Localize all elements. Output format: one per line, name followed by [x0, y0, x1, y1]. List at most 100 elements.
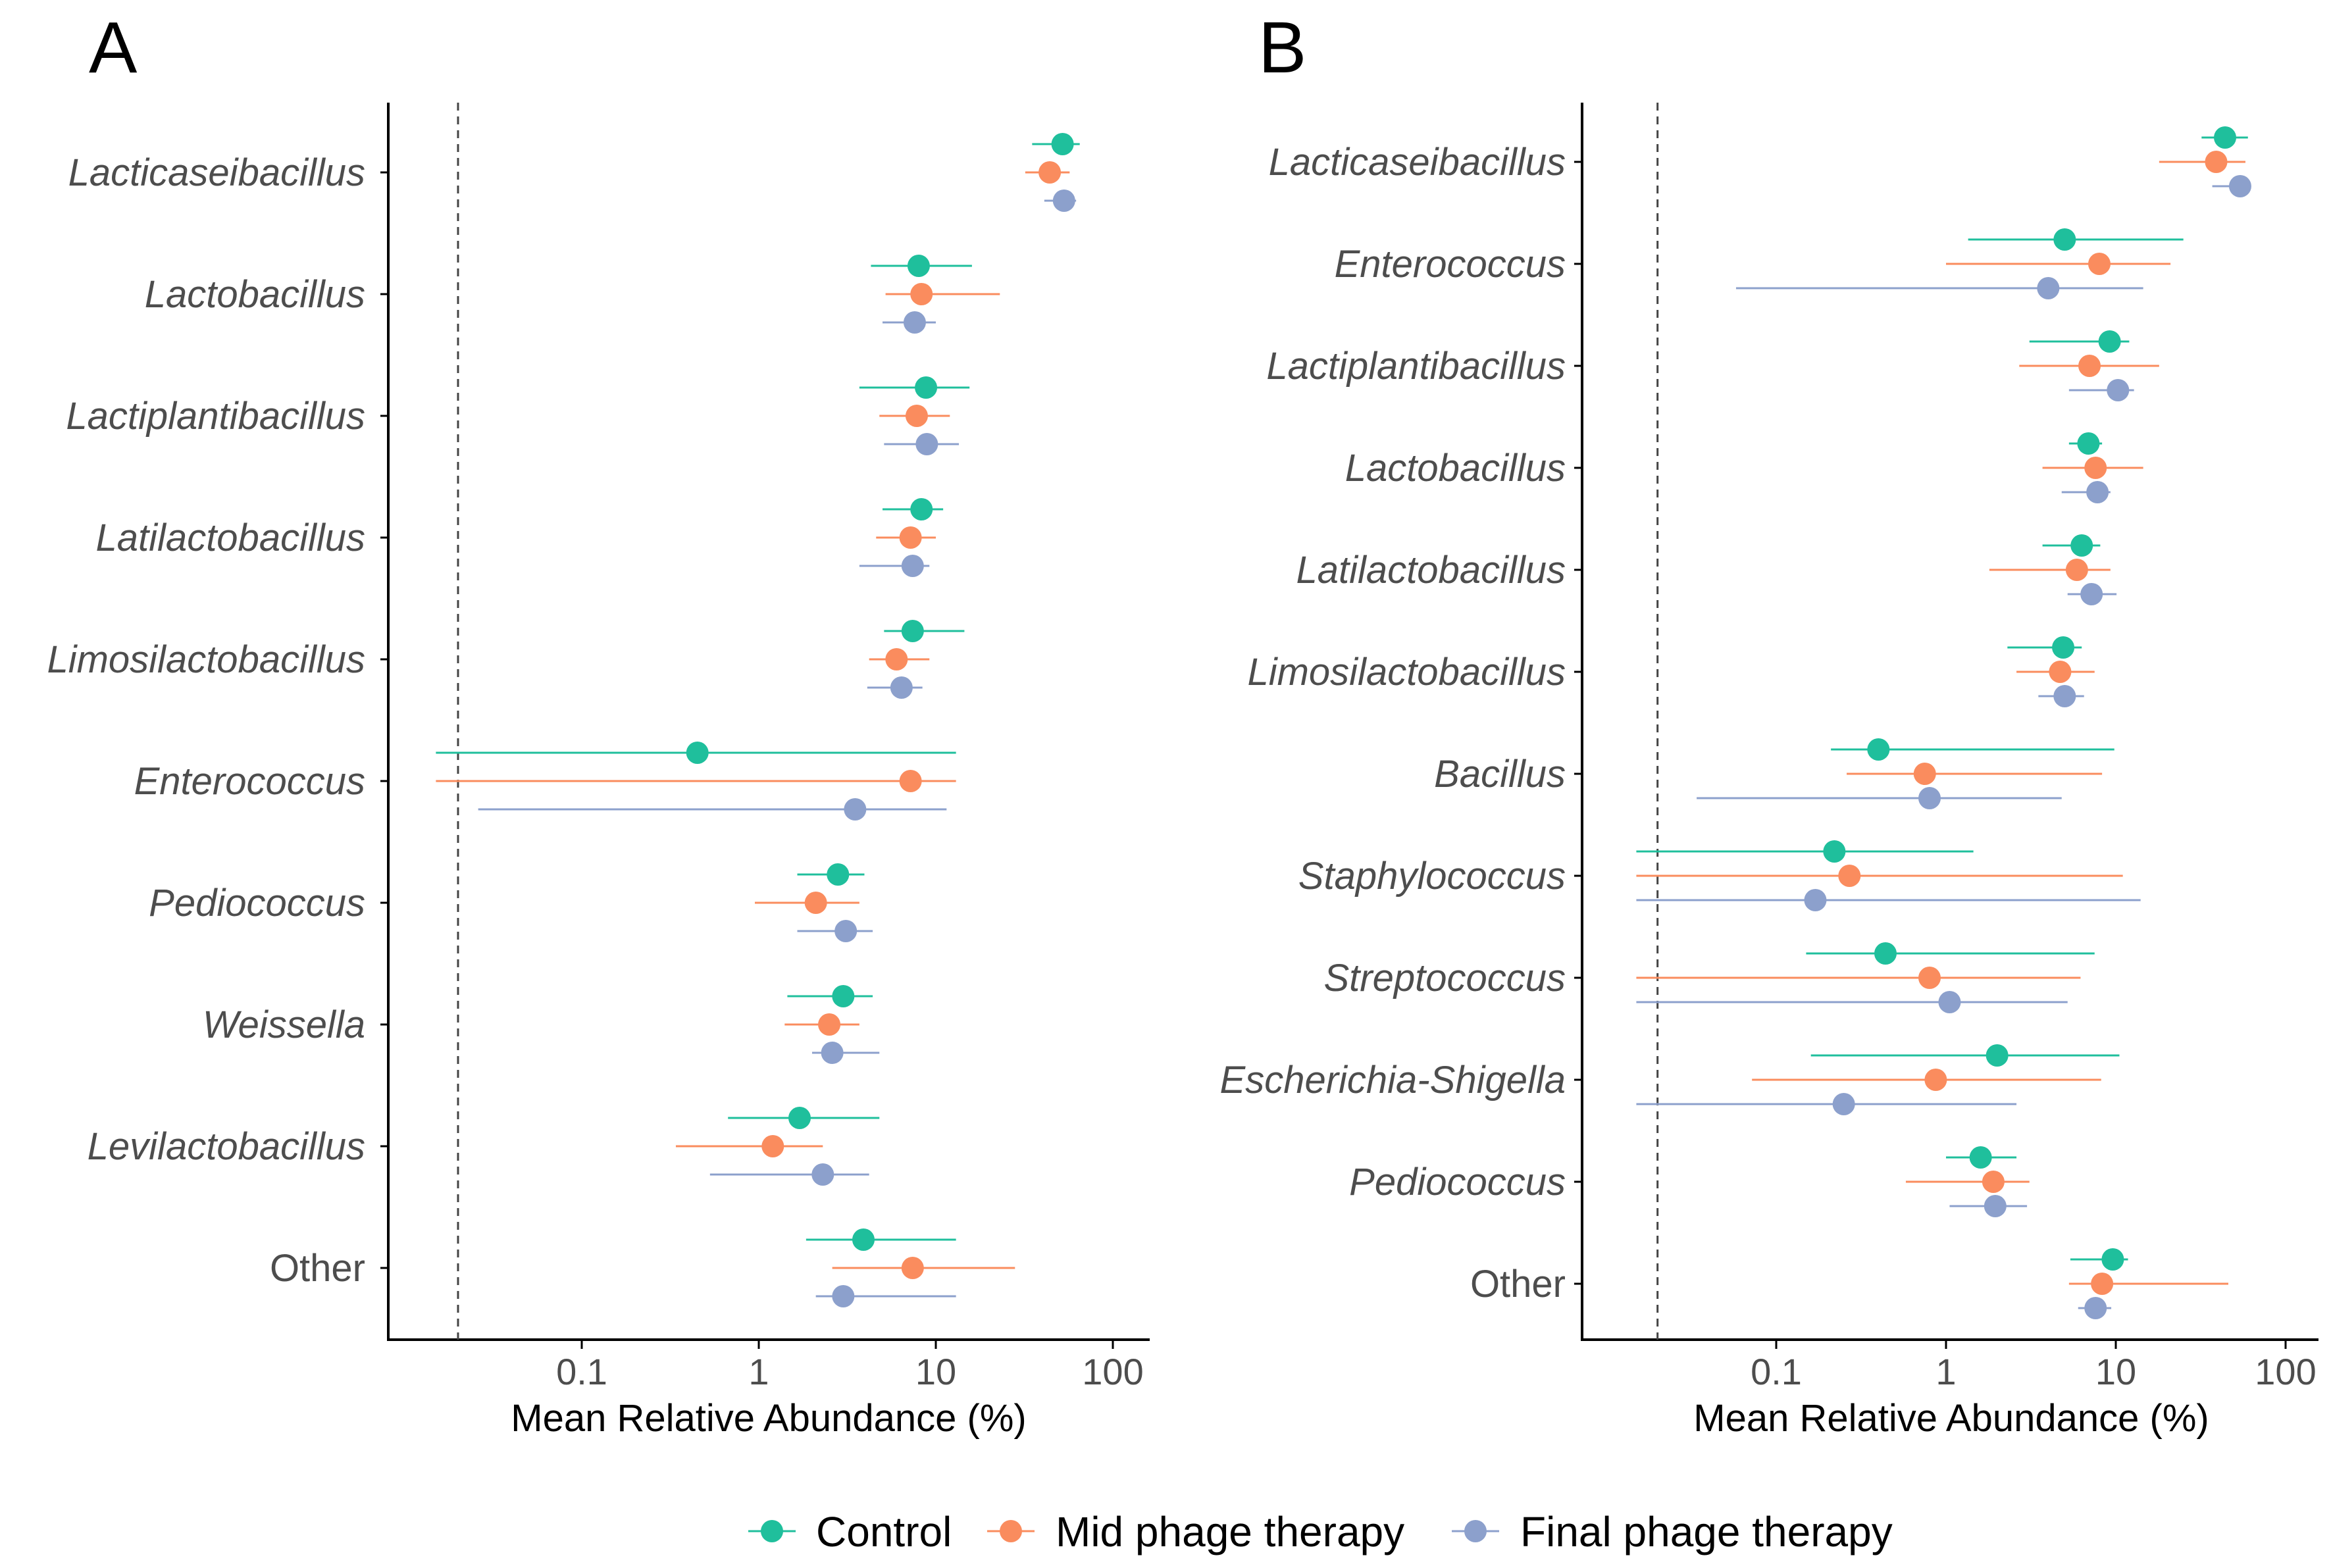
legend-swatch-final: [1464, 1520, 1487, 1542]
genus-label: Staphylococcus: [1298, 855, 1566, 898]
mean-point-mid: [1982, 1171, 2005, 1193]
mean-point-control: [1051, 133, 1074, 155]
mean-point-mid: [2078, 355, 2101, 377]
mean-point-final: [2107, 379, 2130, 401]
mean-point-control: [788, 1107, 811, 1129]
mean-point-control: [827, 863, 850, 886]
panel-a-x-ticks: 0.1 1 10 100: [556, 1340, 1144, 1392]
mean-point-control: [910, 498, 933, 520]
mean-point-final: [1984, 1195, 2007, 1217]
mean-point-final: [2084, 1297, 2107, 1319]
mean-point-control: [1823, 840, 1846, 863]
mean-point-mid: [804, 892, 827, 914]
mean-point-mid: [901, 1257, 924, 1279]
mean-point-mid: [1913, 763, 1936, 785]
mean-point-control: [2052, 636, 2075, 659]
mean-point-final: [1938, 991, 1961, 1013]
mean-point-control: [901, 620, 924, 642]
panel-a-marks: [436, 133, 1080, 1307]
genus-label: Latilactobacillus: [1296, 549, 1566, 592]
panel-b-genus-labels: Lacticaseibacillus Enterococcus Lactiplant…: [1220, 141, 1582, 1305]
mean-point-mid: [2088, 253, 2111, 275]
panel-b-label: B: [1258, 7, 1306, 88]
mean-point-final: [2086, 481, 2109, 503]
mean-point-final: [811, 1163, 834, 1186]
genus-label: Enterococcus: [1335, 243, 1566, 286]
mean-point-control: [2214, 126, 2237, 149]
mean-point-control: [2101, 1248, 2124, 1271]
genus-label: Lactobacillus: [145, 273, 365, 316]
panel-b-marks: [1636, 126, 2251, 1319]
x-tick-label: 100: [2255, 1351, 2316, 1392]
mean-point-final: [832, 1285, 855, 1307]
genus-label: Limosilactobacillus: [47, 638, 365, 681]
genus-label: Lactobacillus: [1345, 447, 1566, 490]
mean-point-final: [2080, 583, 2103, 605]
genus-label: Streptococcus: [1323, 957, 1566, 999]
genus-label: Lactiplantibacillus: [1266, 345, 1566, 388]
mean-point-final: [903, 311, 926, 334]
mean-point-mid: [905, 405, 928, 427]
mean-point-mid: [1038, 161, 1062, 184]
mean-point-control: [907, 255, 930, 277]
genus-label: Enterococcus: [134, 760, 365, 803]
mean-point-final: [901, 555, 924, 577]
panel-b-x-axis-title: Mean Relative Abundance (%): [1693, 1397, 2209, 1440]
x-tick-label: 0.1: [1751, 1351, 1802, 1392]
panel-a: A Lacticaseibacillus Lactobacillus Lactipl…: [47, 7, 1150, 1440]
genus-label: Weissella: [203, 1003, 365, 1046]
genus-label: Other: [270, 1247, 365, 1290]
genus-label: Lactiplantibacillus: [66, 395, 365, 438]
legend-label-mid: Mid phage therapy: [1056, 1508, 1404, 1555]
mean-point-mid: [910, 283, 933, 305]
mean-point-mid: [899, 526, 922, 549]
mean-point-final: [1918, 787, 1941, 809]
x-tick-label: 10: [2095, 1351, 2136, 1392]
mean-point-mid: [1918, 967, 1941, 989]
legend-item-mid: Mid phage therapy: [987, 1508, 1404, 1555]
legend-label-final: Final phage therapy: [1520, 1508, 1893, 1555]
mean-point-mid: [899, 770, 922, 792]
mean-point-control: [2053, 228, 2076, 251]
mean-point-control: [1867, 738, 1890, 761]
mean-point-mid: [2049, 661, 2072, 683]
mean-point-control: [2070, 534, 2093, 557]
panel-b: B Lacticaseibacillus Enterococcus Lactipla…: [1220, 7, 2318, 1440]
mean-point-mid: [2084, 457, 2107, 479]
mean-point-control: [1985, 1044, 2009, 1067]
mean-point-control: [686, 742, 709, 764]
legend: Control Mid phage therapy Final phage th…: [748, 1508, 1893, 1555]
mean-point-mid: [2065, 559, 2088, 581]
panel-a-label: A: [89, 7, 138, 88]
genus-label: Pediococcus: [1349, 1161, 1566, 1203]
mean-point-final: [844, 798, 867, 821]
legend-swatch-control: [761, 1520, 783, 1542]
x-tick-label: 1: [748, 1351, 769, 1392]
x-tick-label: 1: [1935, 1351, 1956, 1392]
mean-point-final: [2228, 175, 2251, 197]
mean-point-mid: [885, 648, 908, 670]
mean-point-control: [915, 376, 938, 399]
genus-label: Bacillus: [1434, 753, 1566, 796]
mean-point-final: [834, 920, 858, 942]
genus-label: Escherichia-Shigella: [1220, 1059, 1566, 1101]
genus-label: Lacticaseibacillus: [68, 151, 365, 194]
genus-label: Lacticaseibacillus: [1269, 141, 1566, 184]
panel-a-x-axis-title: Mean Relative Abundance (%): [511, 1397, 1026, 1440]
mean-point-final: [1804, 889, 1827, 911]
mean-point-final: [915, 433, 938, 455]
mean-point-control: [2077, 432, 2100, 455]
panel-a-genus-labels: Lacticaseibacillus Lactobacillus Lactiplan…: [47, 151, 388, 1290]
x-tick-label: 0.1: [556, 1351, 607, 1392]
mean-point-final: [890, 676, 913, 699]
legend-item-final: Final phage therapy: [1452, 1508, 1893, 1555]
legend-item-control: Control: [748, 1508, 952, 1555]
mean-point-mid: [2091, 1273, 2114, 1295]
mean-point-final: [1052, 190, 1075, 212]
mean-point-control: [1969, 1146, 1992, 1169]
mean-point-mid: [761, 1135, 784, 1157]
genus-label: Levilactobacillus: [88, 1125, 365, 1168]
genus-label: Limosilactobacillus: [1247, 651, 1566, 694]
mean-point-mid: [1838, 865, 1861, 887]
